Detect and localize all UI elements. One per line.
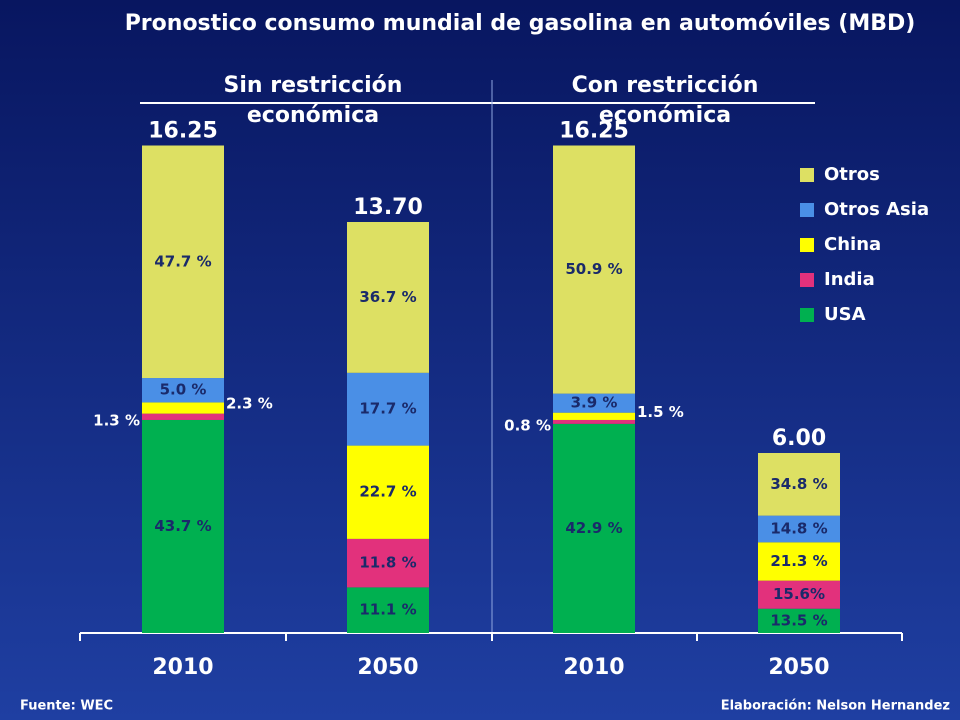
legend-swatch — [800, 308, 814, 322]
bar-segment — [347, 538, 429, 588]
data-label: 3.9 % — [571, 394, 618, 412]
legend-swatch — [800, 203, 814, 217]
bar-segment — [553, 145, 635, 394]
data-label: 0.8 % — [504, 416, 551, 434]
data-label: 5.0 % — [160, 381, 207, 399]
bar-segment — [142, 419, 224, 633]
bar-segment — [347, 222, 429, 373]
data-label: 50.9 % — [565, 260, 622, 278]
bar-segment — [142, 378, 224, 403]
data-label: 14.8 % — [770, 519, 827, 537]
data-label: 11.8 % — [359, 554, 416, 572]
data-label: 1.3 % — [93, 411, 140, 429]
group-label: Sin restricción — [224, 73, 403, 98]
credit: Elaboración: Nelson Hernandez — [721, 699, 950, 714]
data-label: 34.8 % — [770, 475, 827, 493]
legend-label: USA — [824, 304, 866, 325]
x-tick-label: 2050 — [357, 655, 418, 680]
bar-segment — [758, 608, 840, 633]
data-label: 36.7 % — [359, 288, 416, 306]
legend-swatch — [800, 273, 814, 287]
data-label: 22.7 % — [359, 483, 416, 501]
total-label: 6.00 — [772, 426, 826, 451]
group-label: Con restricción — [572, 73, 759, 98]
total-label: 13.70 — [353, 195, 423, 220]
bar-segment — [553, 412, 635, 420]
legend-label: China — [824, 234, 881, 255]
chart-title: Pronostico consumo mundial de gasolina e… — [125, 11, 916, 36]
group-label: económica — [599, 103, 731, 128]
data-label: 43.7 % — [154, 517, 211, 535]
data-label: 11.1 % — [359, 601, 416, 619]
data-label: 1.5 % — [637, 403, 684, 421]
source: Fuente: WEC — [20, 699, 113, 714]
bar-segment — [347, 445, 429, 539]
bar-segment — [553, 423, 635, 633]
bar-segment — [142, 145, 224, 379]
data-label: 13.5 % — [770, 611, 827, 629]
data-label: 21.3 % — [770, 552, 827, 570]
legend-swatch — [800, 168, 814, 182]
bar-segment — [347, 372, 429, 446]
bar-segment — [142, 413, 224, 420]
bar-segment — [758, 515, 840, 543]
bar-segment — [553, 393, 635, 413]
bar-segment — [758, 580, 840, 609]
x-tick-label: 2050 — [768, 655, 829, 680]
bar-segment — [758, 453, 840, 516]
bar-segment — [758, 542, 840, 581]
data-label: 15.6% — [773, 585, 825, 603]
x-tick-label: 2010 — [152, 655, 213, 680]
data-label: 2.3 % — [226, 395, 273, 413]
total-label: 16.25 — [559, 119, 629, 144]
x-tick-label: 2010 — [563, 655, 624, 680]
total-label: 16.25 — [148, 119, 218, 144]
bar-segment — [142, 402, 224, 414]
data-label: 17.7 % — [359, 400, 416, 418]
data-label: 42.9 % — [565, 519, 622, 537]
bar-segment — [347, 587, 429, 633]
data-label: 47.7 % — [154, 252, 211, 270]
group-label: económica — [247, 103, 379, 128]
legend-label: India — [824, 269, 875, 290]
legend-label: Otros — [824, 164, 880, 185]
bar-segment — [553, 419, 635, 424]
legend-label: Otros Asia — [824, 199, 929, 220]
legend-swatch — [800, 238, 814, 252]
